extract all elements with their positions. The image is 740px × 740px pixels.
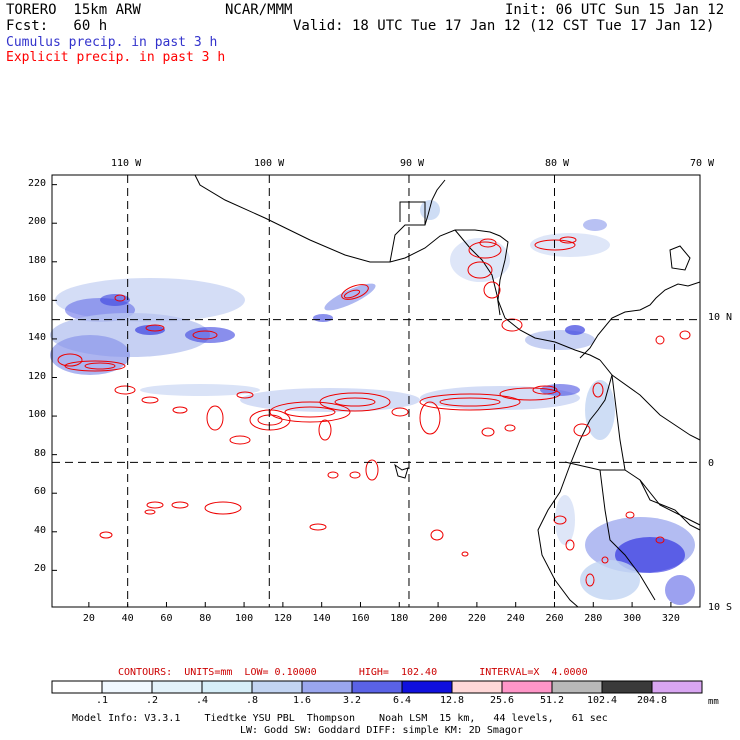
colorbar-label-6: 6.4 [392,695,412,706]
lat-label-0: 0 [708,458,715,469]
model-info: Model Info: V3.3.1 Tiedtke YSU PBL Thomp… [72,713,608,724]
forecast-hour: Fcst: 60 h [6,18,108,34]
init-time: Init: 06 UTC Sun 15 Jan 12 [505,2,725,18]
x-tick-label-80: 80 [199,613,212,624]
colorbar-label-1: .2 [145,695,159,706]
colorbar-box-4 [251,680,303,694]
y-tick-label-200: 200 [27,216,46,228]
y-tick-label-80: 80 [33,447,46,459]
organization-label: NCAR/MMM [225,2,293,18]
colorbar-box-2 [151,680,203,694]
y-tick-label-120: 120 [27,370,46,382]
y-tick-label-180: 180 [27,254,46,266]
colorbar-box-6 [351,680,403,694]
colorbar-label-2: .4 [195,695,209,706]
y-tick-label-20: 20 [33,563,46,575]
colorbar-label-0: .1 [95,695,109,706]
y-tick-label-220: 220 [27,177,46,189]
lat-lon-grid [52,175,700,607]
lon-label-110w: 110 W [111,158,142,169]
y-tick-label-160: 160 [27,293,46,305]
colorbar-box-3 [201,680,253,694]
y-tick-label-100: 100 [27,409,46,421]
colorbar-label-11: 204.8 [636,695,668,706]
y-tick-label-60: 60 [33,486,46,498]
colorbar-box-7 [401,680,453,694]
lat-label-10n: 10 N [708,312,733,323]
y-tick-label-140: 140 [27,331,46,343]
model-title: TORERO 15km ARW [6,2,141,18]
coastlines [194,174,701,608]
x-tick-label-160: 160 [351,613,370,624]
colorbar-box-1 [101,680,153,694]
colorbar-label-7: 12.8 [439,695,465,706]
x-tick-label-120: 120 [273,613,292,624]
x-tick-label-60: 60 [160,613,173,624]
x-tick-label-180: 180 [390,613,409,624]
lon-label-90w: 90 W [400,158,425,169]
map-frame [51,174,701,608]
lon-label-70w: 70 W [690,158,715,169]
physics-info: LW: Godd SW: Goddard DIFF: simple KM: 2D… [240,725,523,736]
x-tick-label-220: 220 [467,613,486,624]
colorbar-box-5 [301,680,353,694]
x-tick-label-240: 240 [506,613,525,624]
colorbar-box-11 [601,680,653,694]
lon-label-100w: 100 W [254,158,285,169]
colorbar-box-10 [551,680,603,694]
x-tick-label-280: 280 [584,613,603,624]
colorbar-box-9 [501,680,553,694]
x-tick-label-200: 200 [429,613,448,624]
x-tick-label-20: 20 [82,613,95,624]
x-tick-label-320: 320 [661,613,680,624]
explicit-precip-contours [57,236,691,587]
colorbar-label-3: .8 [245,695,259,706]
x-tick-label-140: 140 [312,613,331,624]
colorbar-box-8 [451,680,503,694]
legend-explicit: Explicit precip. in past 3 h [6,50,226,65]
colorbar-box-0 [51,680,103,694]
y-tick-label-40: 40 [33,524,46,536]
axis-ticks [52,184,672,607]
colorbar-units: mm [708,697,719,707]
valid-time: Valid: 18 UTC Tue 17 Jan 12 (12 CST Tue … [293,18,715,34]
x-tick-label-260: 260 [545,613,564,624]
cumulus-precip-shading [50,200,695,605]
colorbar-label-8: 25.6 [489,695,515,706]
colorbar-label-5: 3.2 [342,695,362,706]
lon-label-80w: 80 W [545,158,570,169]
x-tick-label-300: 300 [623,613,642,624]
colorbar-label-10: 102.4 [586,695,618,706]
colorbar-label-9: 51.2 [539,695,565,706]
x-tick-label-40: 40 [121,613,134,624]
colorbar-box-12 [651,680,703,694]
colorbar-label-4: 1.6 [292,695,312,706]
contour-info: CONTOURS: UNITS=mm LOW= 0.10000 HIGH= 10… [118,667,588,678]
x-tick-label-100: 100 [235,613,254,624]
lat-label-10s: 10 S [708,602,733,613]
legend-cumulus: Cumulus precip. in past 3 h [6,35,218,50]
